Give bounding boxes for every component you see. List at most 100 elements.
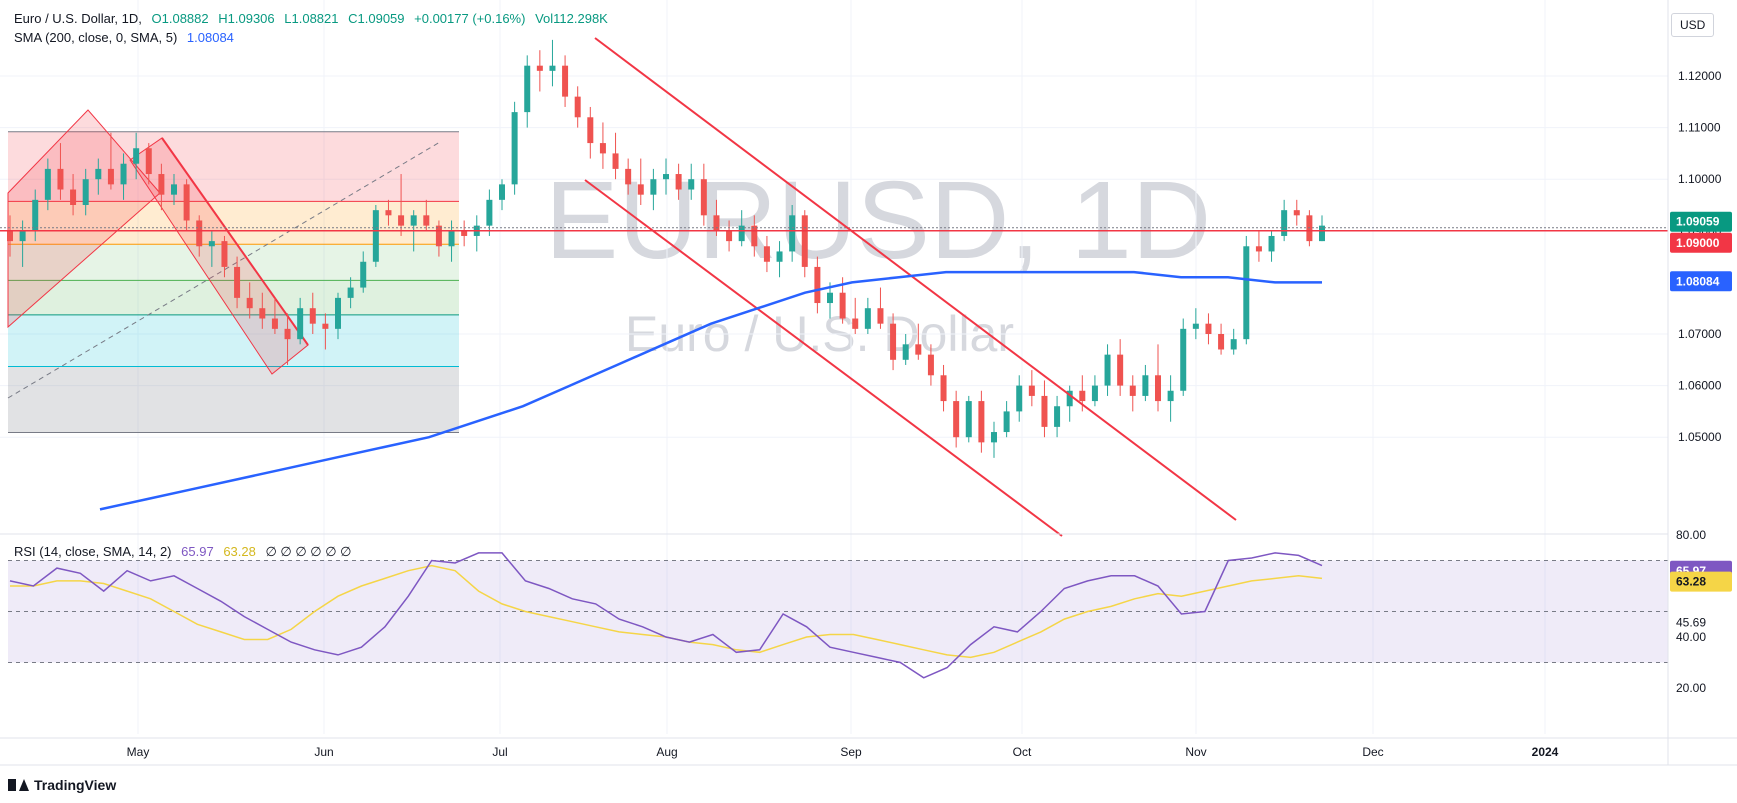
trend-line (161, 137, 309, 346)
candle-body (915, 344, 922, 355)
time-tick: Dec (1362, 745, 1383, 759)
candle-body (183, 184, 190, 221)
candle-body (221, 241, 228, 267)
candle-body (410, 215, 417, 226)
candle-body (700, 179, 707, 216)
candle-body (852, 318, 859, 329)
candle-body (309, 308, 316, 324)
candle-body (574, 96, 581, 118)
candle-body (246, 297, 253, 309)
candle-body (726, 230, 733, 242)
candle-body (763, 246, 770, 262)
channel-upper-line (594, 37, 1237, 521)
candle-body (839, 292, 846, 319)
candle-body (625, 168, 632, 185)
candle-body (1091, 385, 1098, 402)
candle-body (398, 215, 405, 226)
candle-body (95, 168, 102, 180)
candle-body (827, 292, 833, 304)
rsi-sma-value: 63.28 (223, 544, 256, 559)
candle-body (801, 215, 808, 267)
candle-body (789, 215, 796, 252)
candle-body (1003, 411, 1010, 433)
tradingview-logo-icon (8, 779, 29, 791)
candle-body (1192, 323, 1199, 329)
rsi-legend[interactable]: RSI (14, close, SMA, 14, 2) 65.97 63.28 … (14, 544, 358, 560)
candle-body (120, 163, 127, 185)
candle-body (196, 220, 203, 247)
candle-body (1230, 339, 1237, 350)
candle-body (372, 210, 379, 262)
candle-body (448, 230, 455, 247)
rsi-band (8, 560, 1668, 663)
candle-body (864, 308, 871, 329)
fib-zone (8, 314, 459, 367)
fib-zone (8, 201, 459, 245)
candle-body (1028, 385, 1035, 396)
sma-line (99, 270, 1322, 511)
open-value: O1.08882 (151, 11, 209, 26)
candle-body (70, 189, 77, 205)
candle-body (1104, 354, 1111, 386)
fib-trend-line (7, 141, 441, 399)
brand-label: TradingView (34, 777, 117, 793)
candle-body (1306, 215, 1313, 242)
symbol-label[interactable]: Euro / U.S. Dollar, 1D, (14, 11, 142, 26)
candle-body (663, 174, 669, 180)
rsi-label[interactable]: RSI (14, close, SMA, 14, 2) (14, 544, 172, 559)
candle-body (587, 117, 594, 144)
candle-body (776, 251, 783, 262)
candle-body (814, 266, 821, 304)
candle-body (1205, 323, 1212, 334)
candle-body (978, 401, 985, 443)
rsi-line (9, 552, 1323, 679)
fib-zone (8, 366, 459, 433)
time-tick: Jul (492, 745, 507, 759)
candle-body (1281, 210, 1288, 236)
fib-zone (8, 280, 459, 315)
candle-body (1155, 375, 1161, 402)
candle-body (347, 287, 354, 298)
currency-button[interactable]: USD (1671, 13, 1715, 37)
time-tick: Sep (840, 745, 862, 759)
candle-body (738, 225, 745, 242)
candle-body (82, 179, 89, 205)
sma-legend[interactable]: SMA (200, close, 0, SMA, 5) 1.08084 (14, 30, 240, 45)
candle-body (940, 375, 947, 402)
candle-body (953, 401, 960, 438)
ohlc-legend[interactable]: Euro / U.S. Dollar, 1D, O1.08882 H1.0930… (14, 11, 614, 26)
time-tick: Aug (656, 745, 677, 759)
tradingview-brand[interactable]: TradingView (8, 777, 116, 793)
candle-body (599, 143, 606, 154)
price-tick: 1.07000 (1678, 327, 1722, 341)
volume-value: Vol112.298K (535, 11, 608, 26)
candle-body (562, 65, 569, 97)
candle-body (612, 153, 619, 169)
candle-body (360, 261, 367, 288)
close-value: C1.09059 (348, 11, 405, 26)
rsi-ma-tag: 63.28 (1676, 575, 1706, 589)
rsi-tick: 40.00 (1676, 630, 1706, 644)
candle-body (688, 179, 695, 190)
candle-body (461, 230, 468, 236)
candle-body (1255, 246, 1262, 252)
candle-body (284, 328, 291, 340)
candle-body (133, 148, 140, 164)
rsi-tick: 45.69 (1676, 615, 1706, 629)
candle-body (234, 266, 241, 298)
rsi-value: 65.97 (181, 544, 214, 559)
sma-label[interactable]: SMA (200, close, 0, SMA, 5) (14, 30, 178, 45)
candle-body (675, 174, 682, 190)
candle-body (650, 179, 657, 195)
rsi-extra-values: ∅ ∅ ∅ ∅ ∅ ∅ (265, 544, 352, 559)
candle-body (877, 308, 884, 324)
candle-body (549, 65, 556, 71)
candle-body (385, 210, 392, 216)
time-tick: May (127, 745, 150, 759)
candle-body (524, 65, 531, 113)
candle-body (1117, 354, 1124, 386)
last-price-tag: 1.09059 (1676, 215, 1720, 229)
candle-body (57, 168, 64, 190)
candle-body (499, 184, 505, 200)
